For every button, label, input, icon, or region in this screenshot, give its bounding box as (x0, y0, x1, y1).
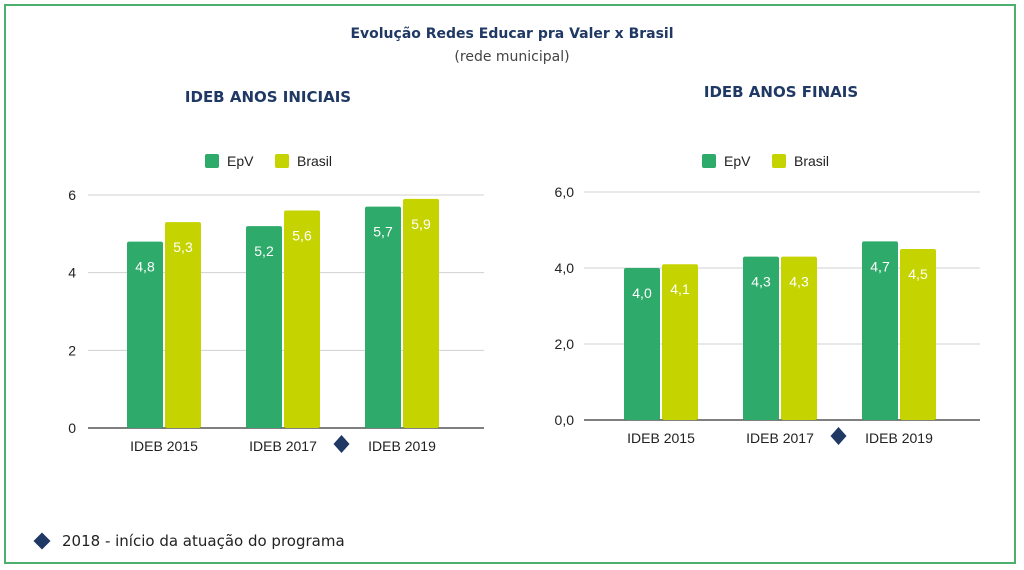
bar (900, 249, 936, 420)
x-tick-label: IDEB 2019 (368, 438, 436, 454)
footnote-text: 2018 - início da atuação do programa (62, 532, 345, 550)
x-tick-label: IDEB 2015 (130, 438, 198, 454)
main-subtitle: (rede municipal) (454, 49, 570, 65)
bar (165, 222, 201, 428)
chart-title: IDEB ANOS INICIAIS (185, 88, 351, 106)
bar (862, 241, 898, 420)
bar-value-label: 4,8 (135, 259, 155, 275)
footnote: 2018 - início da atuação do programa (33, 532, 345, 550)
legend-label: Brasil (794, 153, 829, 169)
x-tick-label: IDEB 2017 (746, 430, 814, 446)
diamond-marker-icon (830, 427, 847, 445)
bar (127, 241, 163, 428)
diamond-marker-icon (333, 435, 350, 453)
chart-title: IDEB ANOS FINAIS (704, 83, 858, 101)
y-tick-label: 0,0 (555, 412, 575, 428)
y-tick-label: 2,0 (555, 336, 575, 352)
bar-value-label: 4,3 (751, 274, 771, 290)
chart-ideb-anos-finais: IDEB ANOS FINAIS 0,0 2,0 4,0 6,0 EpV Brasil 4,0… (555, 83, 980, 446)
legend-label: EpV (724, 153, 751, 169)
bar (365, 206, 401, 428)
main-title: Evolução Redes Educar pra Valer x Brasil (350, 26, 674, 42)
y-tick-label: 0 (68, 420, 76, 436)
bar (781, 256, 817, 420)
bar (662, 264, 698, 420)
chart-ideb-anos-iniciais: IDEB ANOS INICIAIS 0 2 4 6 EpV Brasil 4,8 5,3 IDE… (68, 88, 484, 454)
diamond-icon (33, 532, 51, 550)
y-tick-label: 6 (68, 187, 76, 203)
bar-value-label: 4,1 (670, 281, 690, 297)
bar-value-label: 4,7 (870, 258, 890, 274)
x-tick-label: IDEB 2017 (249, 438, 317, 454)
bar-value-label: 5,7 (373, 224, 393, 240)
legend-label: EpV (227, 153, 254, 169)
legend-swatch (275, 154, 289, 168)
y-tick-label: 2 (68, 342, 76, 358)
legend-swatch (772, 154, 786, 168)
y-tick-label: 4 (68, 265, 76, 281)
y-tick-label: 4,0 (555, 260, 575, 276)
bar (246, 226, 282, 428)
bar-value-label: 5,3 (173, 239, 193, 255)
x-tick-label: IDEB 2015 (627, 430, 695, 446)
bar (403, 198, 439, 428)
legend-swatch (205, 154, 219, 168)
bar-value-label: 4,5 (908, 266, 928, 282)
bar (624, 268, 660, 420)
bar-value-label: 5,9 (411, 216, 431, 232)
bar-value-label: 4,3 (789, 274, 809, 290)
bar (743, 256, 779, 420)
legend-label: Brasil (297, 153, 332, 169)
bar-value-label: 5,2 (254, 243, 274, 259)
bar (284, 210, 320, 428)
bar-value-label: 5,6 (292, 228, 312, 244)
bar-value-label: 4,0 (632, 285, 652, 301)
x-tick-label: IDEB 2019 (865, 430, 933, 446)
legend-swatch (702, 154, 716, 168)
y-tick-label: 6,0 (555, 184, 575, 200)
